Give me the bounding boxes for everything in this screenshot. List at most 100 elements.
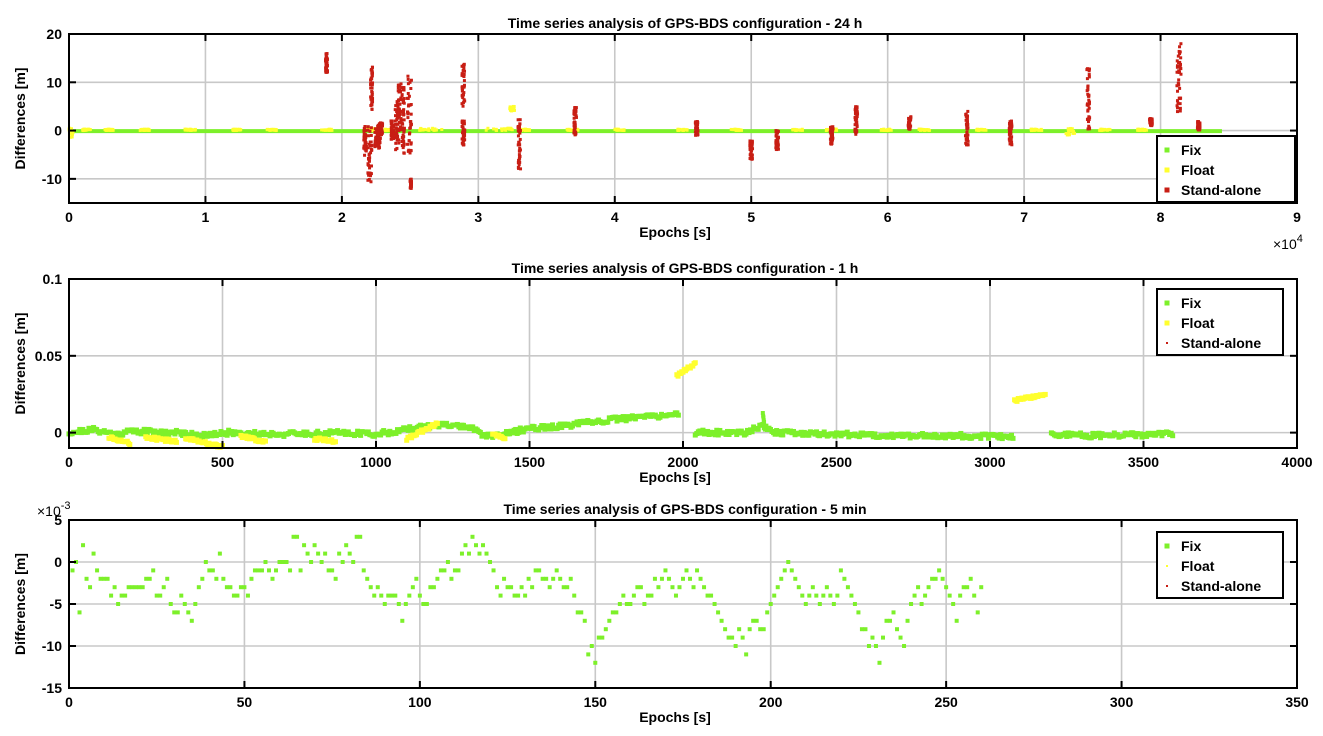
x-multiplier: ×104 [1273, 233, 1303, 252]
data-point [1178, 52, 1182, 56]
chart-panel-2: 0 500 1000 1500 2000 2500 3000 3500 4000 0 0.05 0.1… [12, 260, 1313, 485]
data-point [821, 593, 826, 598]
data-point [434, 128, 438, 132]
data-point [226, 427, 232, 433]
data-point [596, 635, 601, 640]
data-point [397, 141, 401, 145]
data-point [410, 585, 415, 590]
legend: Fix Float Stand-alone [1156, 135, 1296, 203]
data-point [188, 127, 192, 131]
data-point [395, 133, 399, 137]
data-point [394, 122, 398, 126]
data-point [341, 428, 347, 434]
data-point [1106, 128, 1110, 132]
data-point [923, 128, 927, 132]
data-point [172, 431, 178, 437]
data-point [690, 363, 696, 369]
data-point [362, 129, 366, 133]
data-point [666, 576, 671, 581]
data-point [234, 127, 238, 131]
data-point [406, 91, 410, 95]
data-point [116, 602, 121, 606]
legend: Fix Float Stand-alone [1156, 531, 1284, 599]
data-point [1085, 89, 1089, 93]
data-point [367, 157, 371, 161]
data-point [1087, 69, 1091, 73]
data-point [605, 419, 611, 425]
data-point [88, 585, 93, 590]
data-point [814, 429, 820, 435]
data-point [1086, 85, 1090, 89]
data-point [84, 576, 89, 581]
data-point [402, 101, 406, 105]
data-point [574, 114, 578, 118]
data-point [574, 109, 578, 113]
data-point [402, 129, 406, 133]
data-point [462, 122, 466, 126]
data-point [853, 112, 857, 116]
data-point [470, 424, 476, 430]
data-point [405, 96, 409, 100]
data-point [362, 138, 366, 142]
data-point [1014, 398, 1020, 404]
data-point [380, 128, 384, 132]
data-point [1064, 433, 1070, 439]
data-point [404, 437, 410, 443]
data-point [829, 126, 833, 130]
data-point [394, 114, 398, 118]
data-point [89, 428, 95, 434]
data-point [409, 141, 413, 145]
data-point [859, 627, 864, 632]
data-point [1177, 83, 1181, 87]
data-point [235, 593, 240, 598]
x-tick-label: 1500 [514, 454, 545, 470]
data-point [761, 627, 766, 632]
data-point [98, 576, 103, 581]
data-point [1087, 100, 1091, 104]
data-point [517, 129, 521, 133]
data-point [1086, 108, 1090, 112]
data-point [624, 602, 629, 606]
data-point [366, 172, 370, 176]
data-point [1179, 72, 1183, 76]
data-point [369, 78, 373, 82]
data-point [409, 86, 413, 90]
data-point [951, 602, 956, 606]
x-tick-label: 500 [211, 454, 235, 470]
x-axis-label: Epochs [s] [639, 224, 711, 240]
data-point [675, 373, 681, 379]
x-tick-label: 8 [1157, 209, 1165, 225]
data-point [461, 125, 465, 129]
data-point [854, 132, 858, 136]
data-point [151, 568, 156, 573]
data-point [730, 635, 735, 640]
data-point [1178, 60, 1182, 64]
data-point [734, 432, 740, 438]
data-point [1195, 126, 1199, 130]
data-point [965, 121, 969, 125]
data-point [715, 432, 721, 438]
data-point [561, 585, 566, 590]
data-point [716, 610, 721, 615]
data-point [370, 96, 374, 100]
data-point [107, 127, 111, 131]
data-point [548, 426, 554, 432]
data-point [1175, 84, 1179, 88]
data-point [403, 602, 408, 606]
data-point [907, 120, 911, 124]
data-point [732, 128, 736, 132]
x-tick-label: 2 [338, 209, 346, 225]
data-point [712, 432, 718, 438]
data-point [965, 127, 969, 131]
data-point [824, 585, 829, 590]
data-point [554, 426, 560, 432]
data-point [381, 124, 385, 128]
data-point [855, 125, 859, 129]
data-point [1108, 128, 1112, 132]
data-point [502, 436, 508, 442]
data-point [368, 171, 372, 175]
data-point [691, 585, 696, 590]
data-point [518, 156, 522, 160]
data-point [663, 568, 668, 573]
data-point [374, 136, 378, 140]
